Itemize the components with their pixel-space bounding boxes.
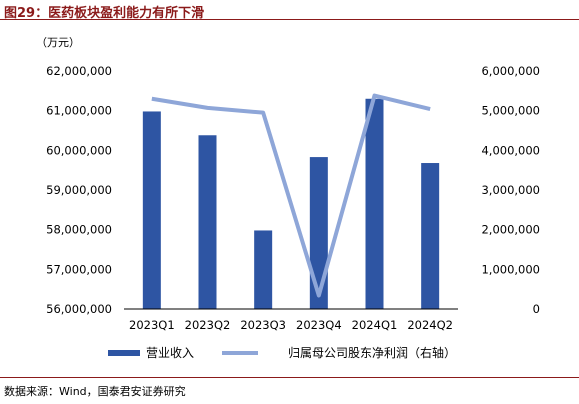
source-note: 数据来源：Wind，国泰君安证券研究 — [4, 385, 186, 398]
left-axis-tick-label: 56,000,000 — [46, 302, 112, 316]
bar — [421, 163, 440, 309]
x-axis-tick-label: 2023Q4 — [296, 318, 342, 332]
bar — [142, 111, 161, 310]
legend-swatch-revenue — [108, 350, 140, 356]
x-axis-tick-label: 2024Q1 — [352, 318, 398, 332]
bar — [365, 98, 384, 310]
line-series-net-profit — [151, 93, 431, 298]
left-axis-tick-label: 61,000,000 — [46, 104, 112, 118]
title-rule — [0, 19, 579, 20]
legend: 营业收入 归属母公司股东净利润（右轴） — [108, 345, 456, 360]
bar — [254, 230, 273, 309]
right-axis-tick-label: 0 — [533, 302, 540, 316]
bar — [309, 157, 328, 309]
left-axis: 56,000,000 57,000,000 58,000,000 59,000,000… — [46, 64, 112, 316]
right-axis: 0 1,000,000 2,000,000 3,000,000 4,000,000 5,0… — [481, 64, 540, 316]
x-axis-tick-label: 2023Q3 — [240, 318, 286, 332]
right-axis-tick-label: 5,000,000 — [481, 104, 540, 118]
x-axis-tick-label: 2023Q2 — [185, 318, 231, 332]
bar — [198, 135, 217, 309]
right-axis-tick-label: 4,000,000 — [481, 143, 540, 157]
source-rule — [0, 377, 579, 378]
left-axis-tick-label: 58,000,000 — [46, 223, 112, 237]
legend-label-net-profit: 归属母公司股东净利润（右轴） — [288, 345, 456, 360]
left-axis-tick-label: 57,000,000 — [46, 262, 112, 276]
x-axis: 2023Q1 2023Q2 2023Q3 2023Q4 2024Q1 2024Q2 — [129, 318, 453, 332]
right-axis-tick-label: 2,000,000 — [481, 223, 540, 237]
left-axis-unit: （万元） — [36, 36, 80, 49]
left-axis-tick-label: 62,000,000 — [46, 64, 112, 78]
left-axis-tick-label: 59,000,000 — [46, 183, 112, 197]
x-axis-tick-label: 2024Q2 — [407, 318, 453, 332]
figure-title: 图29：医药板块盈利能力有所下滑 — [4, 6, 205, 21]
x-axis-tick-label: 2023Q1 — [129, 318, 175, 332]
right-axis-tick-label: 1,000,000 — [481, 262, 540, 276]
legend-label-revenue: 营业收入 — [146, 346, 194, 360]
series-line — [151, 93, 431, 298]
right-axis-tick-label: 3,000,000 — [481, 183, 540, 197]
left-axis-tick-label: 60,000,000 — [46, 143, 112, 157]
right-axis-tick-label: 6,000,000 — [481, 64, 540, 78]
chart: （万元） 56,000,000 57,000,000 58,000,000 59,00… — [36, 36, 540, 360]
bar-series-revenue — [142, 98, 440, 310]
